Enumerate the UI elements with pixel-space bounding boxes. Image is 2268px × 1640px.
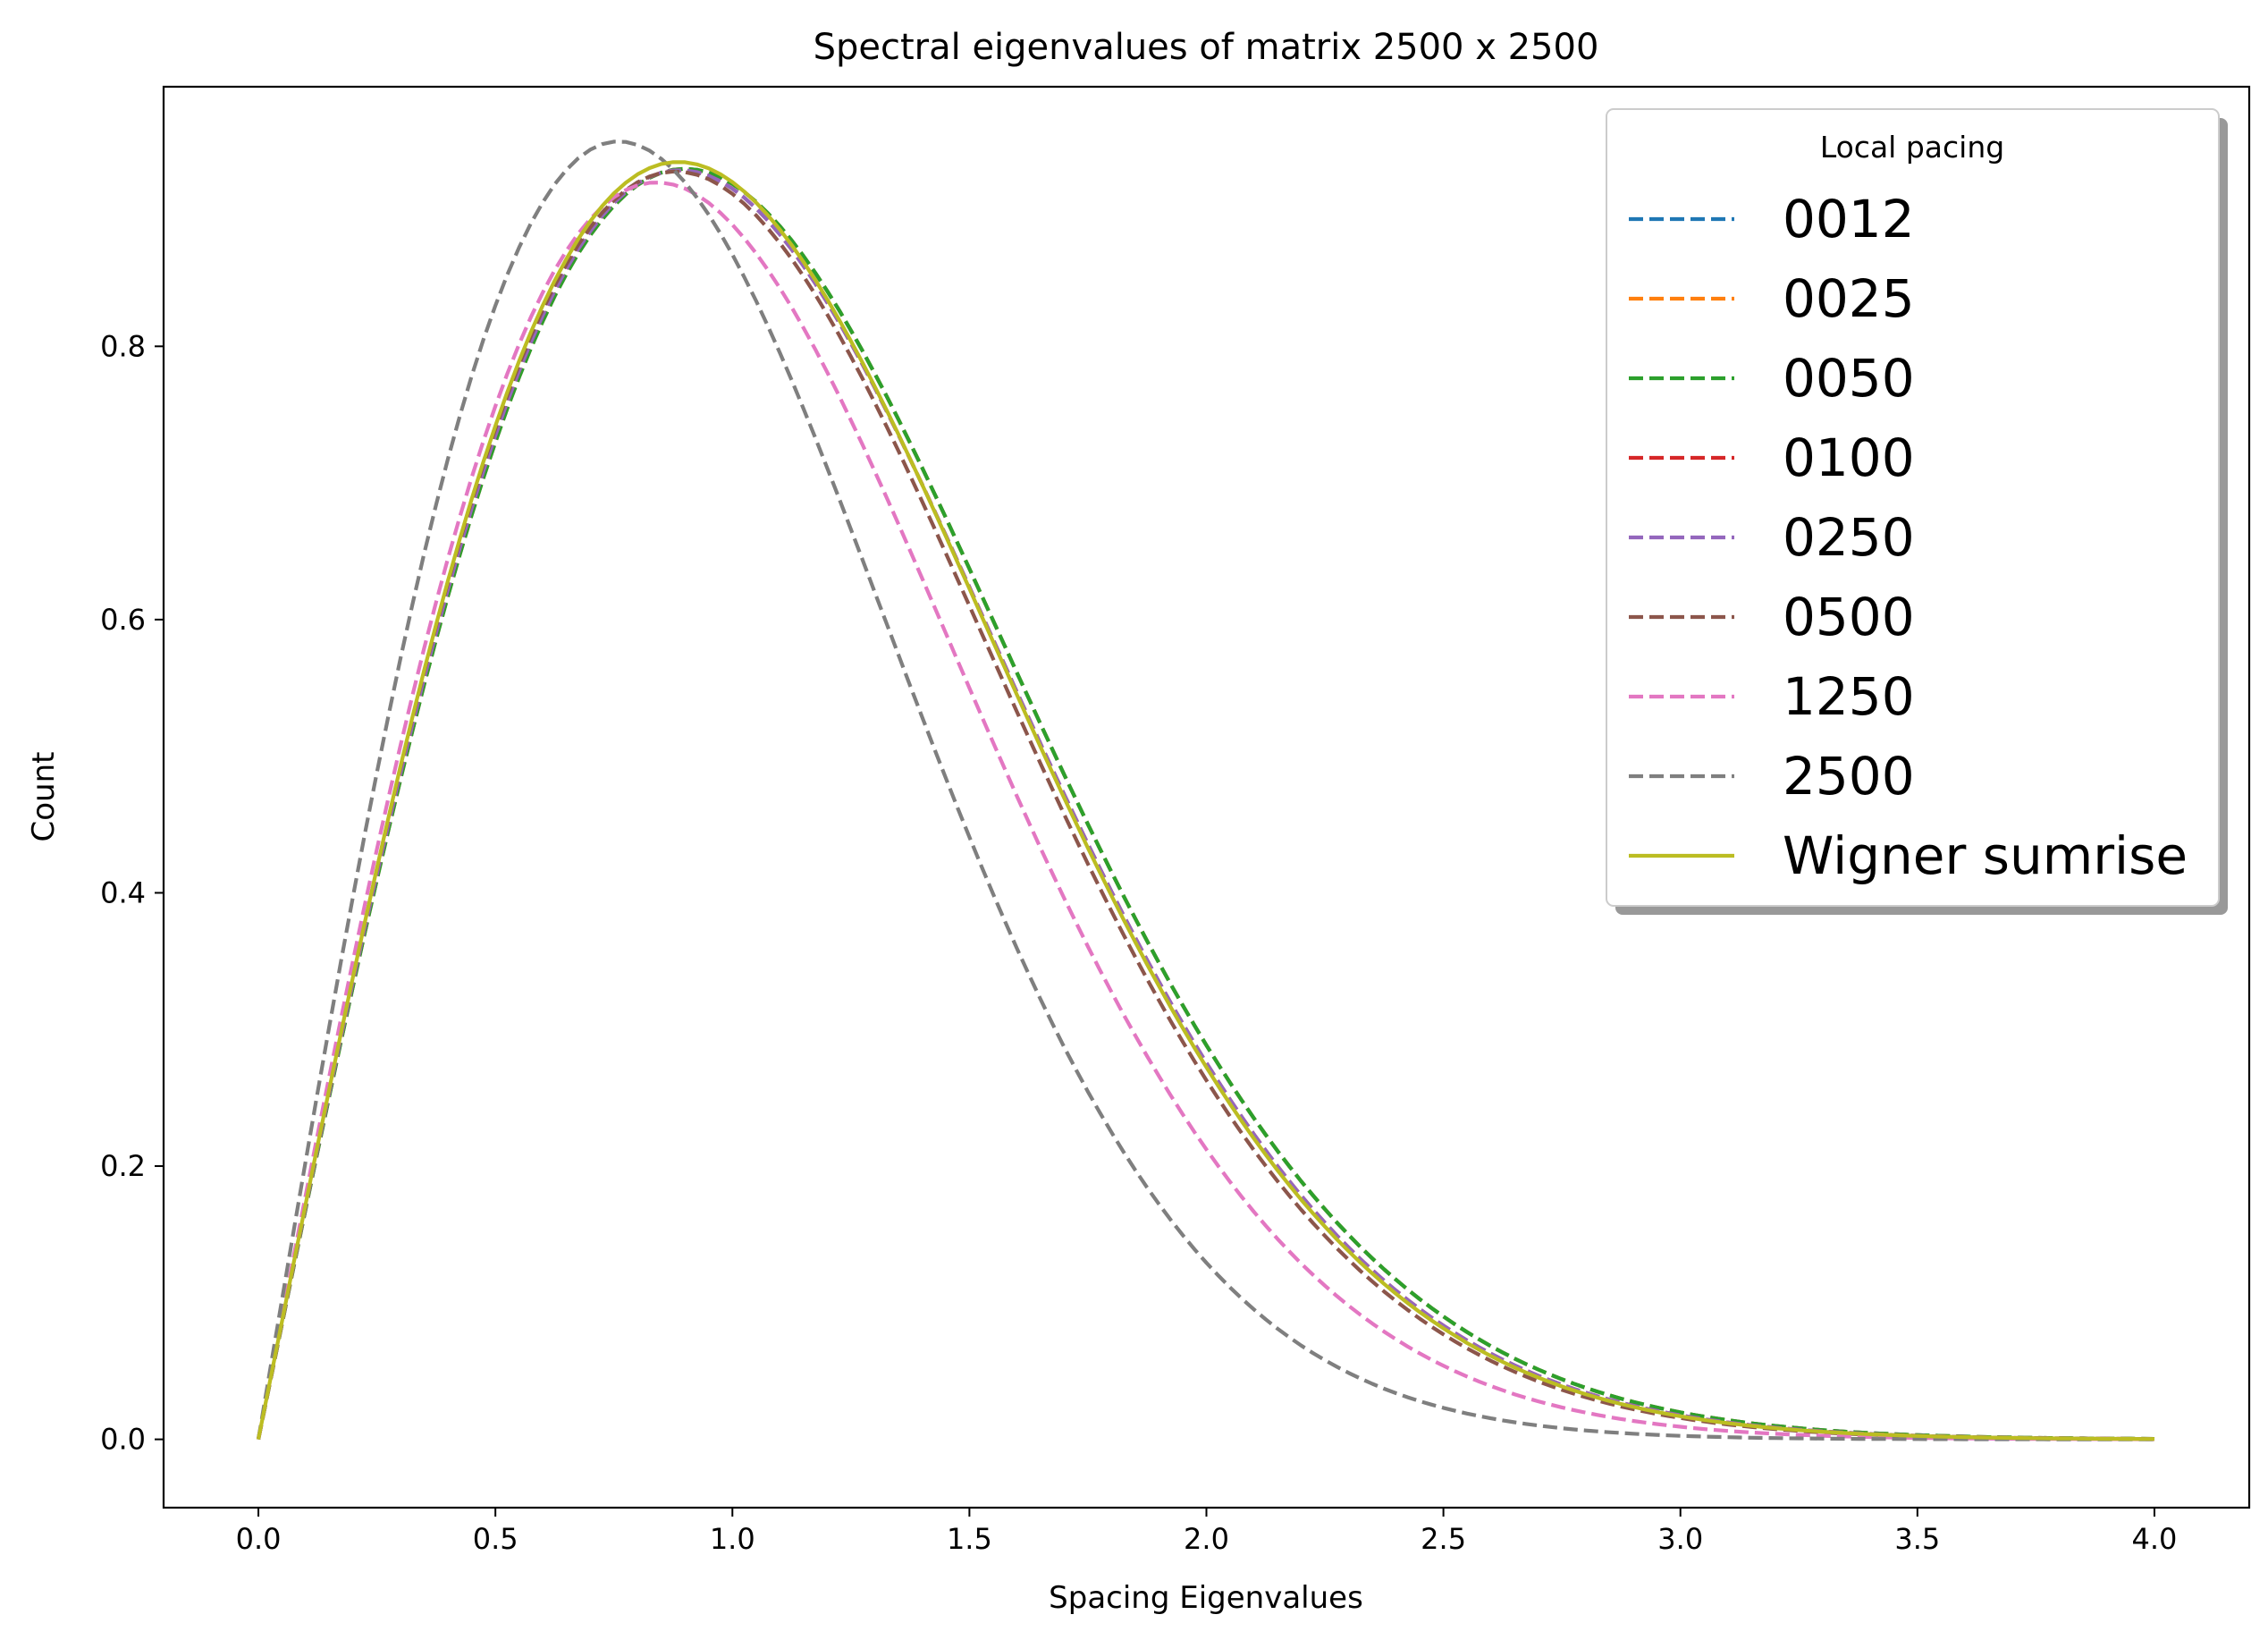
x-tick-label: 3.5 bbox=[1894, 1522, 1940, 1556]
series-layer bbox=[256, 139, 2155, 1441]
series-line-wigner-sumrise bbox=[256, 160, 2154, 1441]
legend-label: 0025 bbox=[1783, 268, 1915, 329]
chart-title: Spectral eigenvalues of matrix 2500 x 25… bbox=[814, 27, 1599, 68]
legend-label: 0012 bbox=[1783, 189, 1915, 249]
y-tick-label: 0.2 bbox=[100, 1149, 146, 1183]
legend-label: 0250 bbox=[1783, 507, 1915, 568]
x-tick-label: 0.0 bbox=[236, 1522, 282, 1556]
x-axis-label: Spacing Eigenvalues bbox=[1049, 1580, 1363, 1616]
y-tick-label: 0.0 bbox=[100, 1423, 146, 1457]
y-axis-label: Count bbox=[26, 752, 62, 842]
legend-entries: 0012 0025 0050 0100 0250 0500 1250 2500 Wigner s… bbox=[1629, 189, 2188, 886]
x-tick-label: 2.0 bbox=[1184, 1522, 1229, 1556]
legend-label: 2500 bbox=[1783, 746, 1915, 807]
legend-label: 0500 bbox=[1783, 587, 1915, 647]
x-tick-label: 3.0 bbox=[1657, 1522, 1703, 1556]
x-tick-label: 1.0 bbox=[710, 1522, 755, 1556]
legend-box bbox=[1606, 108, 2220, 907]
x-tick-label: 4.0 bbox=[2132, 1522, 2178, 1556]
x-axis-ticks: 0.0 0.5 1.0 1.5 2.0 2.5 3.0 3.5 4.0 bbox=[236, 1508, 2178, 1556]
y-tick-label: 0.4 bbox=[100, 875, 146, 909]
legend-label: 0100 bbox=[1783, 427, 1915, 488]
x-tick-label: 1.5 bbox=[947, 1522, 992, 1556]
legend-label: 1250 bbox=[1783, 666, 1915, 727]
legend-label: Wigner sumrise bbox=[1783, 825, 2188, 886]
x-tick-label: 2.5 bbox=[1421, 1522, 1466, 1556]
legend-title: Local pacing bbox=[1820, 130, 2004, 165]
y-tick-label: 0.8 bbox=[100, 329, 146, 363]
series-line-1250 bbox=[256, 181, 2154, 1441]
legend-label: 0050 bbox=[1783, 348, 1915, 409]
y-tick-label: 0.6 bbox=[100, 603, 146, 637]
x-tick-label: 0.5 bbox=[473, 1522, 519, 1556]
y-axis-ticks: 0.0 0.2 0.4 0.6 0.8 bbox=[100, 329, 164, 1457]
legend: Local pacing 0012 0025 0050 0100 0250 0500 125… bbox=[1606, 108, 2228, 915]
series-line-2500 bbox=[256, 139, 2154, 1441]
